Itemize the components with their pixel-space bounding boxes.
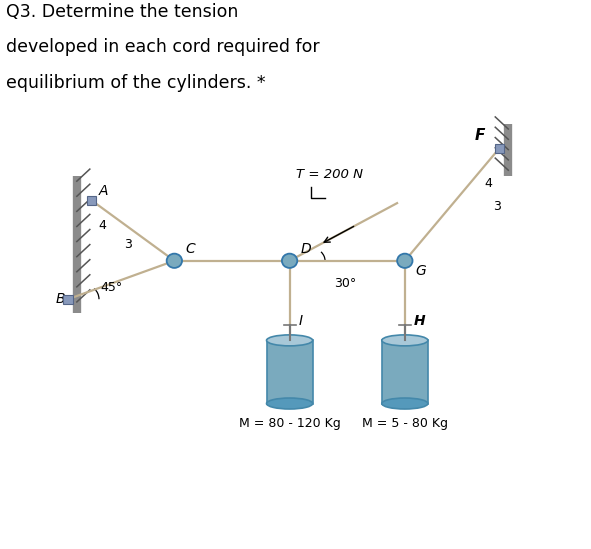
Bar (495, 144, 504, 153)
Text: A: A (99, 183, 108, 198)
Circle shape (397, 254, 413, 268)
Text: H: H (414, 314, 426, 328)
Text: D: D (300, 242, 311, 256)
Text: G: G (415, 264, 426, 278)
Ellipse shape (267, 335, 313, 346)
Circle shape (282, 254, 297, 268)
Text: M = 80 - 120 Kg: M = 80 - 120 Kg (239, 417, 340, 430)
Ellipse shape (382, 398, 428, 409)
Text: I: I (298, 314, 303, 328)
Bar (267, 340, 313, 404)
Text: 4: 4 (485, 177, 492, 191)
Ellipse shape (382, 335, 428, 346)
Text: 4: 4 (99, 219, 106, 232)
Text: Q3. Determine the tension: Q3. Determine the tension (6, 3, 238, 21)
Text: developed in each cord required for: developed in each cord required for (6, 38, 320, 57)
Bar (63, 295, 73, 304)
Text: 3: 3 (493, 200, 501, 214)
Circle shape (167, 254, 182, 268)
Text: F: F (474, 128, 485, 143)
Ellipse shape (267, 398, 313, 409)
Text: T = 200 N: T = 200 N (296, 168, 362, 181)
Text: C: C (185, 242, 194, 256)
Text: equilibrium of the cylinders. *: equilibrium of the cylinders. * (6, 74, 265, 92)
Text: 45°: 45° (100, 281, 123, 294)
Text: B: B (56, 292, 65, 306)
Text: M = 5 - 80 Kg: M = 5 - 80 Kg (362, 417, 448, 430)
Bar (382, 340, 428, 404)
Text: 3: 3 (124, 238, 132, 251)
Bar (87, 196, 96, 205)
Text: 30°: 30° (334, 277, 356, 290)
